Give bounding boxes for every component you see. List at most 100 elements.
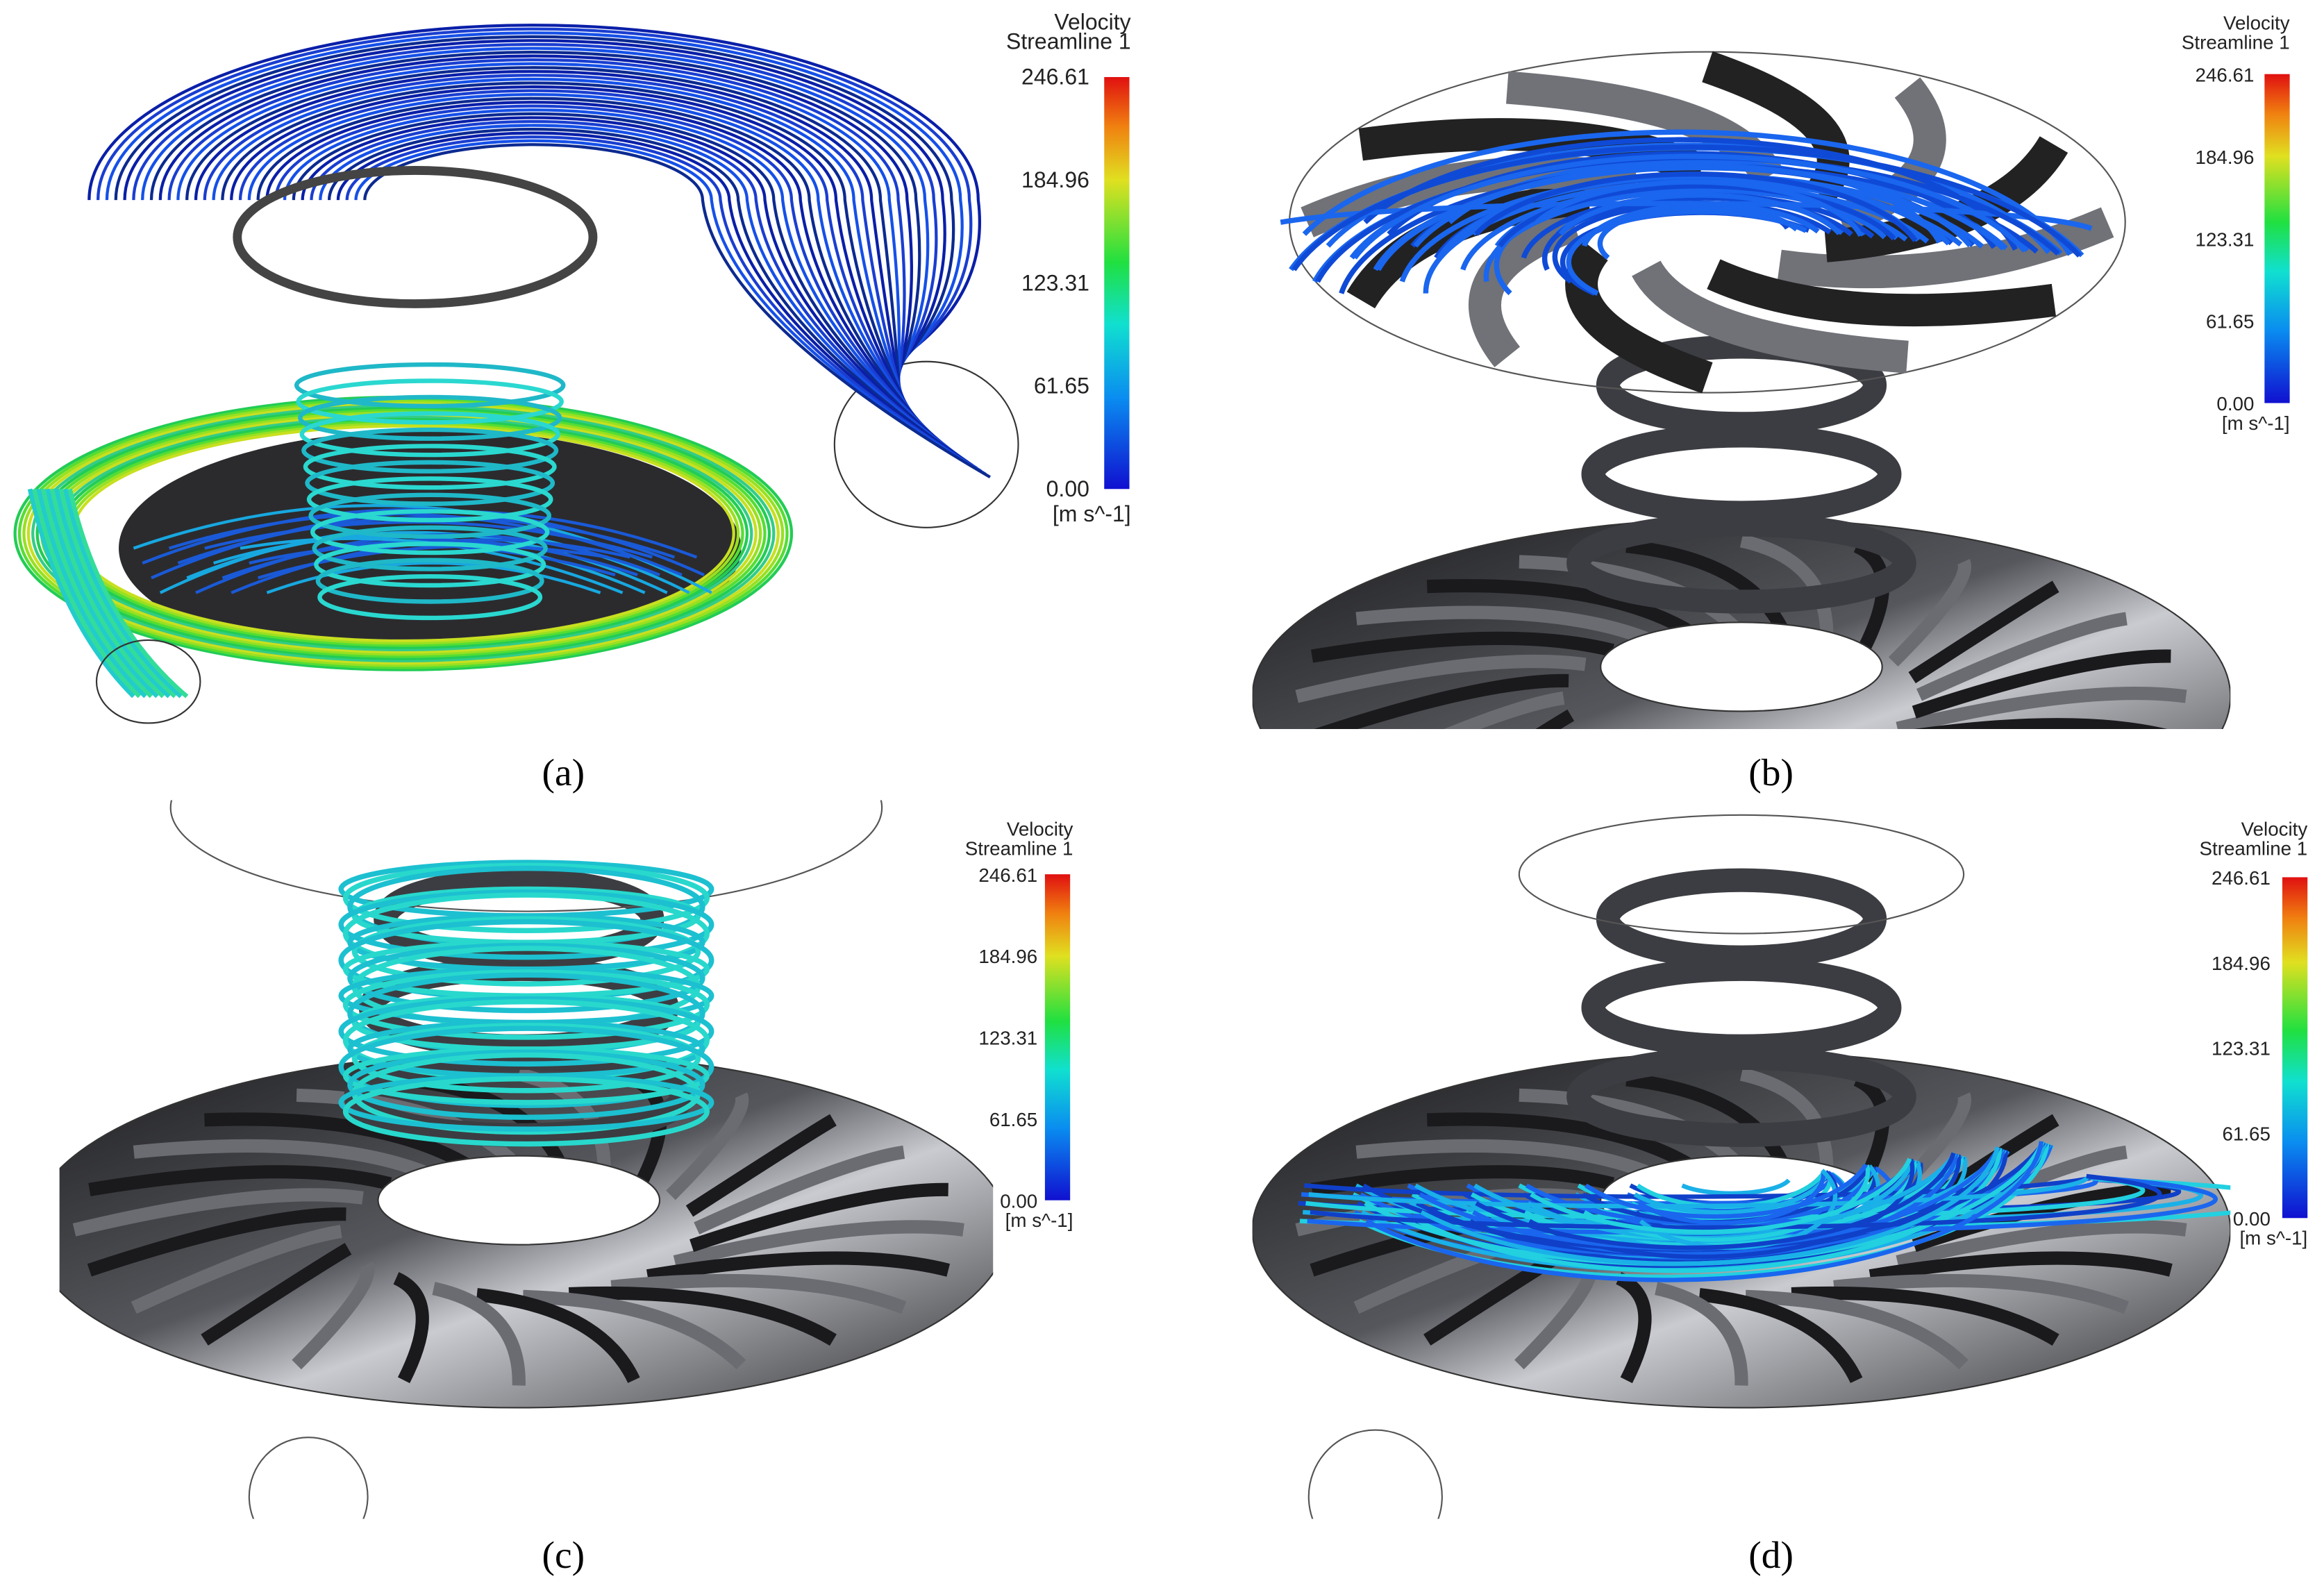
blue-streamline bbox=[87, 24, 982, 387]
blue-streamline bbox=[336, 131, 978, 470]
streamline bbox=[1437, 174, 1951, 260]
blade bbox=[296, 1088, 519, 1169]
cyan-streamline bbox=[338, 1026, 714, 1108]
blade bbox=[1469, 209, 1580, 367]
blue-streamline bbox=[194, 69, 908, 421]
hub bbox=[377, 1155, 661, 1246]
streamline bbox=[1637, 1170, 1826, 1225]
cyan-streamline bbox=[301, 427, 559, 474]
blade bbox=[1656, 755, 1741, 852]
cyan-streamline bbox=[308, 492, 551, 539]
outline-circle bbox=[248, 1437, 369, 1519]
blade bbox=[1791, 1286, 2059, 1346]
blue-streamline bbox=[265, 101, 943, 446]
blade bbox=[133, 1139, 429, 1180]
inlet-streamline bbox=[58, 488, 177, 698]
cyan-streamline bbox=[351, 916, 701, 987]
blue-streamline bbox=[345, 135, 983, 473]
blade bbox=[1914, 718, 2168, 730]
panel-label: (c) bbox=[542, 1534, 585, 1577]
streamline bbox=[1566, 209, 1807, 296]
cyan-streamline bbox=[296, 378, 564, 425]
legend-unit: [m s^-1] bbox=[1005, 1210, 1073, 1231]
streamline bbox=[1291, 144, 2082, 271]
panel-c-art bbox=[59, 800, 994, 1519]
streamline bbox=[1352, 153, 2027, 260]
blade bbox=[1310, 1165, 1615, 1196]
cyan-streamline bbox=[342, 1076, 710, 1147]
blue-streamline bbox=[203, 74, 912, 425]
legend-tick-label: 246.61 bbox=[2196, 64, 2255, 85]
blue-streamline bbox=[221, 538, 638, 580]
legend-tick-label: 246.61 bbox=[978, 864, 1037, 886]
cyan-streamline bbox=[347, 1049, 705, 1120]
blue-streamline bbox=[238, 89, 930, 437]
legend-tick-label: 0.00 bbox=[1046, 476, 1089, 501]
legend-title: Velocity bbox=[2223, 12, 2290, 34]
legend-tick-label: 184.96 bbox=[978, 946, 1037, 967]
legend-tick-label: 184.96 bbox=[2196, 147, 2255, 168]
streamline bbox=[1585, 1163, 1869, 1219]
blade bbox=[88, 1165, 392, 1196]
streamline bbox=[1365, 1141, 2044, 1282]
blade bbox=[1908, 580, 2059, 684]
top-ring bbox=[1518, 814, 1965, 935]
legend-tick-label: 123.31 bbox=[2196, 228, 2255, 250]
legend-tick-label: 123.31 bbox=[978, 1028, 1037, 1049]
cyan-streamline bbox=[338, 889, 714, 960]
blade bbox=[523, 1289, 746, 1370]
blade bbox=[1698, 1288, 1863, 1384]
blade bbox=[685, 1114, 837, 1217]
blade bbox=[1535, 709, 1575, 730]
blade bbox=[87, 1207, 346, 1277]
blue-streamline bbox=[327, 127, 973, 467]
legend-tick-label: 61.65 bbox=[2206, 311, 2254, 333]
streamline bbox=[1498, 183, 1896, 248]
blue-streamline bbox=[141, 47, 930, 404]
top-ring bbox=[169, 800, 883, 912]
cyan-streamline bbox=[347, 942, 705, 1014]
streamline bbox=[1475, 1152, 1956, 1250]
inlet-streamline bbox=[27, 488, 135, 698]
blade bbox=[1739, 1067, 1834, 1172]
blade bbox=[610, 1273, 907, 1314]
cyan-streamline bbox=[310, 509, 550, 555]
legend-tick-label: 123.31 bbox=[1021, 270, 1089, 295]
blade bbox=[1912, 1182, 2171, 1253]
inlet-streamline bbox=[45, 488, 159, 698]
blade bbox=[673, 1220, 964, 1269]
blade bbox=[1355, 1139, 1652, 1180]
cyan-streamline bbox=[312, 525, 548, 571]
blue-streamline bbox=[132, 42, 938, 401]
cyan-streamline bbox=[338, 996, 714, 1067]
blade bbox=[204, 1112, 473, 1172]
streamline bbox=[1530, 1157, 1912, 1235]
legend-tick-label: 61.65 bbox=[1034, 374, 1089, 399]
blade bbox=[666, 1092, 749, 1200]
blade bbox=[1834, 747, 2126, 774]
blue-streamline bbox=[301, 116, 960, 458]
blade bbox=[1912, 649, 2171, 719]
blade bbox=[1314, 673, 1569, 730]
streamline bbox=[1302, 129, 2073, 256]
inlet-streamline bbox=[41, 488, 153, 698]
blue-streamline bbox=[158, 54, 913, 410]
cyan-streamline bbox=[338, 1073, 714, 1132]
blade bbox=[131, 1225, 342, 1314]
blade bbox=[646, 1251, 951, 1283]
outline-circle bbox=[1307, 1429, 1443, 1519]
helix bbox=[1581, 957, 1902, 1058]
panel-label: (b) bbox=[1748, 752, 1794, 794]
blade bbox=[1655, 1282, 1748, 1386]
blade bbox=[432, 1282, 526, 1386]
legend-tick-label: 0.00 bbox=[2216, 393, 2254, 415]
blade bbox=[1619, 745, 1645, 847]
blade bbox=[1426, 578, 1695, 639]
blue-streamline bbox=[247, 93, 934, 440]
panel-b-art bbox=[1252, 51, 2231, 852]
blue-streamline bbox=[204, 520, 653, 559]
streamline bbox=[1304, 1175, 2092, 1199]
blue-streamline bbox=[114, 35, 955, 396]
